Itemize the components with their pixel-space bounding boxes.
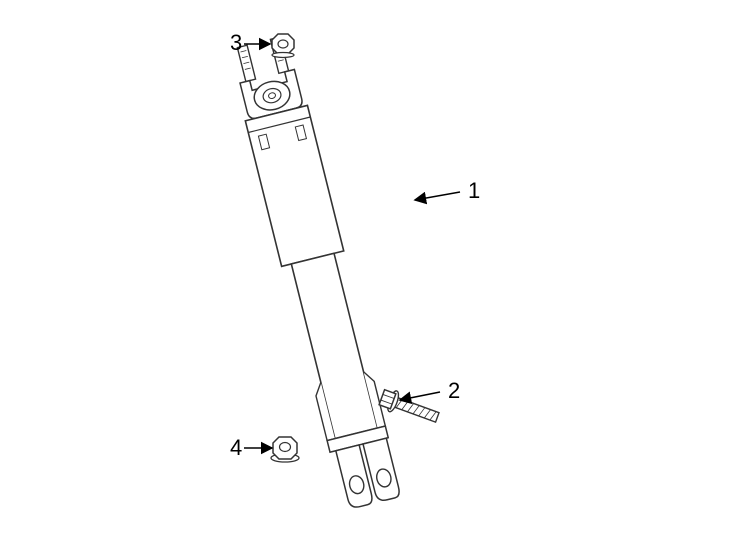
bottom-clevis [327,426,403,510]
lower-tube [284,251,386,440]
callout-1: 1 [415,178,480,203]
callout-2: 2 [400,378,460,403]
callout-label: 3 [230,30,242,55]
upper-hex-nut [272,34,294,58]
callout-4: 4 [230,435,272,460]
callout-3: 3 [230,30,270,55]
upper-body [245,105,343,266]
callout-arrow [415,192,460,200]
callout-label: 2 [448,378,460,403]
shock-absorber [228,35,405,511]
callout-arrow [400,392,440,400]
callout-label: 4 [230,435,242,460]
lower-hex-nut [271,437,299,462]
callout-label: 1 [468,178,480,203]
